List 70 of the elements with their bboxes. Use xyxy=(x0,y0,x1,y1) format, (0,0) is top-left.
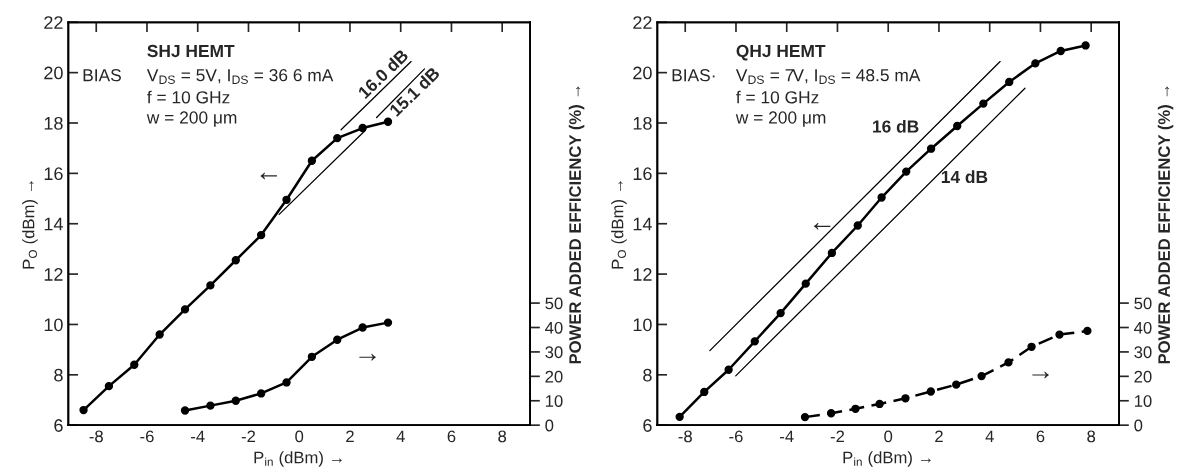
x-tick-label: 6 xyxy=(1036,430,1045,443)
annotation: BIAS xyxy=(83,69,121,82)
y-tick-label: 6 xyxy=(54,419,63,432)
x-tick-label: 8 xyxy=(1087,430,1096,443)
y-tick-label: 10 xyxy=(44,318,63,332)
x-axis-title: P$_{in}$ (dBm) → xyxy=(254,451,342,467)
y-tick-label: 6 xyxy=(643,419,652,432)
y-tick-label: 22 xyxy=(633,16,652,29)
y2-tick-label: 40 xyxy=(1134,321,1152,334)
x-tick-label: -8 xyxy=(89,430,103,443)
annotation: V$_{DS}$ = 7V, I$_{DS}$ = 48.5 mA xyxy=(735,69,921,84)
annotation: 14 dB xyxy=(941,170,988,184)
y2-tick-label: 20 xyxy=(1134,370,1152,383)
annotation: BIAS· xyxy=(672,69,715,82)
y-tick-label: 16 xyxy=(44,167,63,181)
annotation: ← xyxy=(260,172,277,180)
y-tick-label: 8 xyxy=(643,368,652,382)
y-tick-label: 18 xyxy=(44,116,63,130)
y2-tick-label: 30 xyxy=(545,346,563,359)
x-tick-label: 2 xyxy=(346,430,354,443)
y2-axis-title: POWER ADDED EFFICIENCY (%) → xyxy=(568,86,585,364)
x-tick-label: -4 xyxy=(191,430,205,443)
y-axis-title: P$_{O}$ (dBm) → xyxy=(22,181,38,269)
y-tick-label: 20 xyxy=(44,66,63,80)
y2-tick-label: 30 xyxy=(1134,346,1152,359)
y-tick-label: 20 xyxy=(633,66,652,80)
annotation: SHJ HEMT xyxy=(147,44,235,58)
x-tick-label: -2 xyxy=(830,430,845,443)
x-axis-title: P$_{in}$ (dBm) → xyxy=(843,451,931,467)
y2-tick-label: 50 xyxy=(545,297,563,310)
annotation: w = 200 μm xyxy=(146,111,237,127)
x-tick-label: -8 xyxy=(678,430,692,443)
y2-axis-title: POWER ADDED EFFICIENCY (%) → xyxy=(1157,86,1174,364)
y-tick-label: 14 xyxy=(633,217,652,231)
x-tick-label: -2 xyxy=(241,430,256,443)
y2-tick-label: 50 xyxy=(1134,297,1152,310)
annotation: V$_{DS}$ = 5V, I$_{DS}$ = 36 6 mA xyxy=(146,69,334,84)
annotation: → xyxy=(359,353,376,361)
y-tick-label: 16 xyxy=(633,167,652,181)
x-tick-label: 4 xyxy=(985,430,994,443)
x-tick-label: -6 xyxy=(729,430,743,443)
y2-tick-label: 10 xyxy=(545,395,563,407)
x-tick-label: 8 xyxy=(498,430,507,443)
y-axis-title: P$_{O}$ (dBm) → xyxy=(611,181,627,269)
x-tick-label: -6 xyxy=(140,430,154,443)
x-tick-label: -4 xyxy=(780,430,794,443)
x-tick-label: 4 xyxy=(396,430,405,443)
x-tick-label: 6 xyxy=(447,430,456,443)
y-tick-label: 14 xyxy=(44,217,63,231)
y2-tick-label: 40 xyxy=(545,321,563,334)
x-tick-label: 0 xyxy=(884,430,893,443)
y-tick-label: 8 xyxy=(54,368,63,382)
y2-tick-label: 0 xyxy=(545,419,554,432)
y2-tick-label: 20 xyxy=(545,370,563,383)
annotation: ← xyxy=(813,223,831,230)
x-tick-label: 0 xyxy=(295,430,304,443)
x-tick-label: 2 xyxy=(935,430,943,443)
y-tick-label: 18 xyxy=(633,116,652,130)
y2-tick-label: 10 xyxy=(1134,395,1152,407)
annotation: f = 10 GHz xyxy=(147,90,230,104)
y-tick-label: 10 xyxy=(633,318,652,332)
annotation: 16 dB xyxy=(873,119,919,133)
y2-tick-label: 0 xyxy=(1134,419,1143,432)
y-tick-label: 12 xyxy=(44,268,63,281)
y-tick-label: 22 xyxy=(44,16,63,29)
annotation: f = 10 GHz xyxy=(736,90,819,104)
annotation: w = 200 μm xyxy=(735,111,826,127)
annotation: → xyxy=(1032,371,1049,379)
y-tick-label: 12 xyxy=(633,268,652,281)
annotation: QHJ HEMT xyxy=(736,44,826,61)
